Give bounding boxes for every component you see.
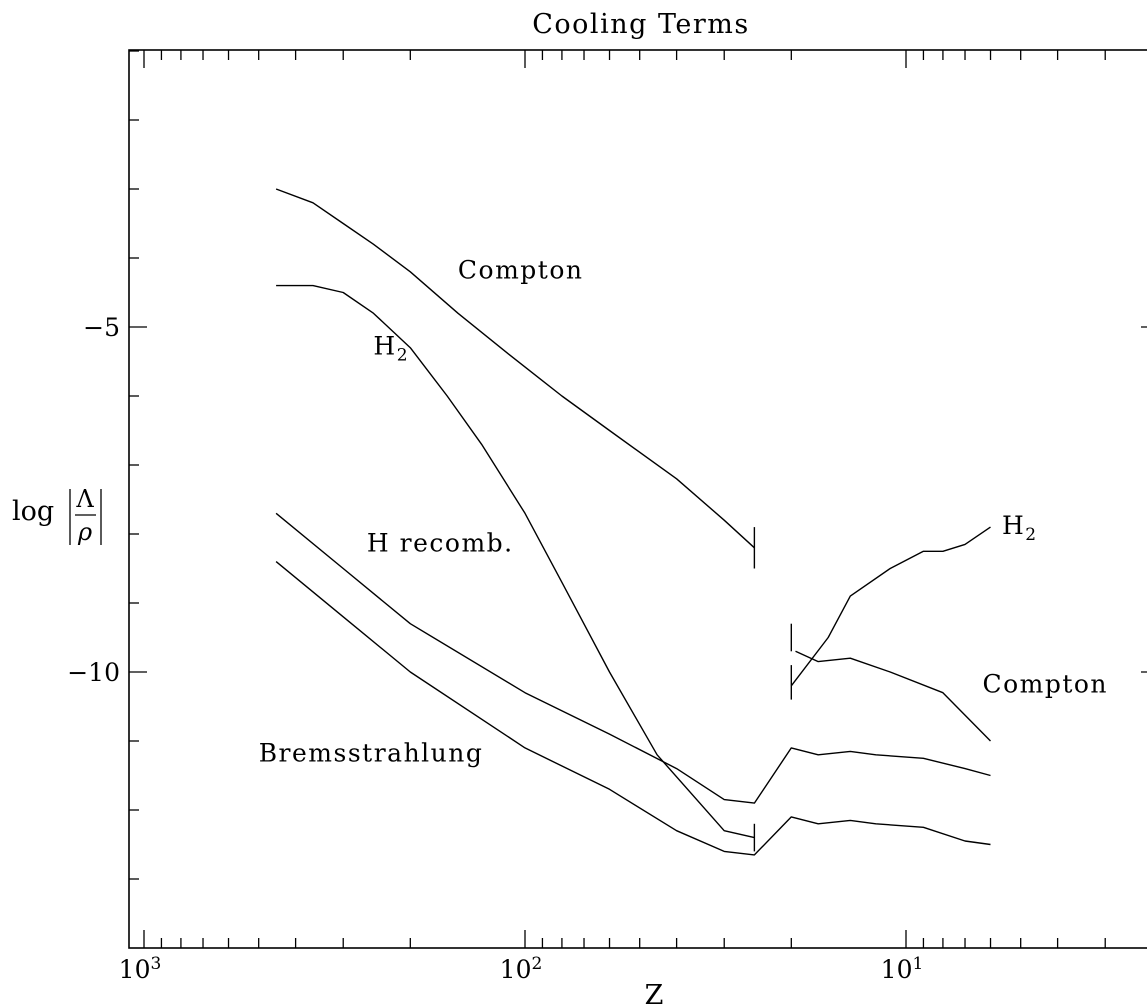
h-recomb-label: H recomb. xyxy=(367,528,514,557)
compton-upper-label: Compton xyxy=(458,256,584,285)
x-tick-label: 101 xyxy=(881,954,924,984)
series-line-compton-late xyxy=(796,651,991,741)
h2-upper-label: H2 xyxy=(373,332,409,366)
series-line-h2-late xyxy=(791,527,990,686)
y-axis-label-denominator: ρ xyxy=(77,518,92,546)
y-tick-label: −10 xyxy=(67,658,120,687)
axis-ticks xyxy=(129,50,1147,948)
series-line-brems xyxy=(276,562,990,855)
curve-annotations: Compton H2 H recomb. Bremsstrahlung H2 Compto… xyxy=(259,256,1108,768)
bremsstrahlung-label: Bremsstrahlung xyxy=(259,739,484,768)
y-axis-label-numerator: Λ xyxy=(75,485,94,513)
y-axis-label-log: log xyxy=(12,496,54,527)
h2-right-label: H2 xyxy=(1002,511,1038,545)
chart-title: Cooling Terms xyxy=(532,9,749,40)
discontinuity-markers xyxy=(754,527,791,851)
plot-frame xyxy=(129,50,1147,948)
y-axis-label: log Λ ρ xyxy=(12,485,101,546)
axis-tick-labels: 103 102 101 −5 −10 xyxy=(67,313,923,984)
x-tick-label: 103 xyxy=(119,954,162,984)
compton-right-label: Compton xyxy=(982,670,1108,699)
x-tick-label: 102 xyxy=(500,954,543,984)
x-axis-label: Z xyxy=(645,980,664,1007)
y-tick-label: −5 xyxy=(83,313,120,342)
series-line-compton-early xyxy=(276,189,754,548)
